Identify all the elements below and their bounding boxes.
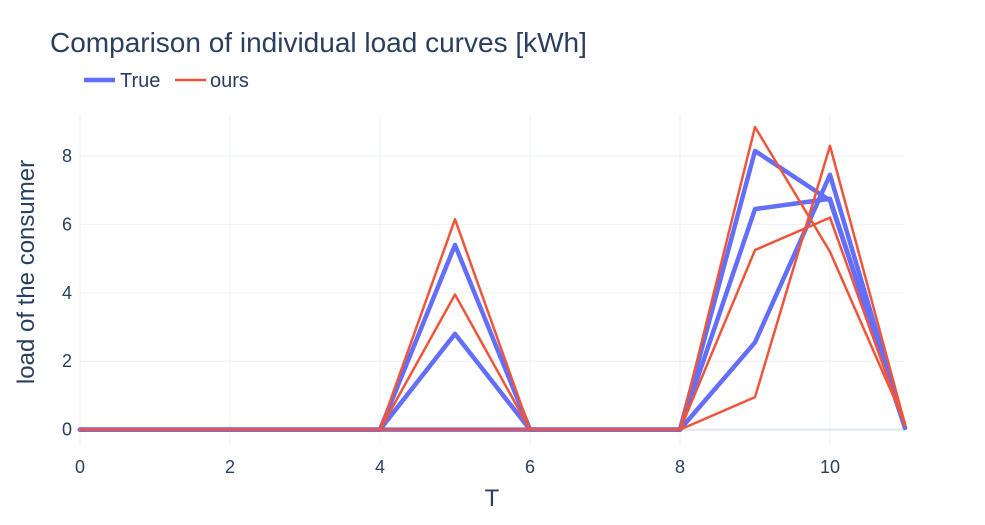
y-tick-label: 0 [62,420,72,440]
x-tick-label: 4 [375,457,385,477]
series-lines [77,125,908,432]
chart-title: Comparison of individual load curves [kW… [50,27,587,58]
tick-labels: 0 2 4 6 8 10 0 2 4 6 8 [62,146,840,477]
x-axis-title: T [485,485,500,512]
legend-ours-label[interactable]: ours [210,70,249,92]
series-line-true-3 [77,172,908,432]
y-tick-label: 4 [62,283,72,303]
x-tick-label: 6 [525,457,535,477]
x-tick-label: 2 [225,457,235,477]
x-tick-label: 0 [75,457,85,477]
series-line-true-2 [77,196,908,432]
y-tick-label: 8 [62,146,72,166]
x-tick-label: 8 [675,457,685,477]
y-tick-label: 6 [62,214,72,234]
x-tick-label: 10 [820,457,840,477]
y-axis-title: load of the consumer [13,160,40,384]
series-line-ours-6 [78,144,907,431]
y-tick-label: 2 [62,351,72,371]
series-line-true-1 [77,148,908,432]
legend: True ours [84,70,249,92]
legend-true-label[interactable]: True [120,70,160,92]
